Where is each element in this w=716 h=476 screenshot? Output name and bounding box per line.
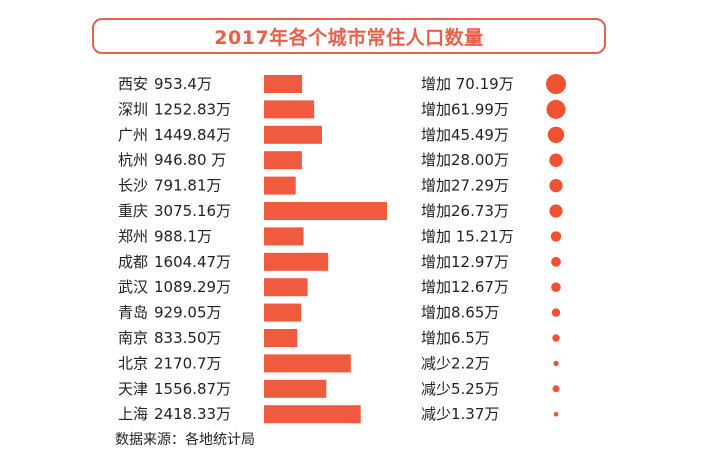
change-label: 增加6.5万 [421,329,490,347]
change-label: 增加45.49万 [421,126,509,144]
change-dot [551,308,561,317]
change-dot [552,334,560,342]
population-bar [264,329,298,347]
population-bar [264,354,351,373]
city-label: 上海 [118,405,148,423]
change-dot [553,360,559,366]
population-bar [264,125,322,144]
city-label: 重庆 [118,202,148,220]
change-label: 增加28.00万 [421,151,509,169]
city-label: 北京 [118,354,148,372]
title-box: 2017年各个城市常住人口数量 [92,18,606,54]
city-label: 杭州 [118,151,148,169]
change-dot [549,153,563,167]
population-label: 2418.33万 [154,405,231,423]
change-label: 增加61.99万 [421,100,509,118]
population-bar [264,278,308,297]
population-label: 929.05万 [154,304,222,322]
population-label: 3075.16万 [154,202,231,220]
change-label: 增加8.65万 [421,304,499,322]
change-dot [551,282,561,293]
city-label: 武汉 [118,278,148,296]
city-label: 广州 [118,126,148,144]
population-label: 1604.47万 [154,253,231,271]
population-label: 791.81万 [154,177,222,195]
change-label: 减少1.37万 [421,405,499,423]
change-label: 减少2.2万 [421,354,490,372]
city-label: 青岛 [118,304,148,322]
city-label: 深圳 [118,100,148,118]
population-label: 988.1万 [154,227,212,245]
change-label: 增加 15.21万 [421,227,514,245]
change-label: 增加 70.19万 [421,75,514,93]
change-label: 增加26.73万 [421,202,509,220]
chart-card [76,14,626,466]
change-dot [549,204,563,218]
population-bar [264,151,302,170]
change-label: 增加12.97万 [421,253,509,271]
chart-title: 2017年各个城市常住人口数量 [214,26,484,49]
population-label: 2170.7万 [154,354,222,372]
source-note: 数据来源：各地统计局 [115,432,255,448]
change-dot [550,231,562,242]
population-label: 833.50万 [154,329,222,347]
change-dot [547,126,565,143]
change-label: 减少5.25万 [421,380,499,398]
population-bar [264,202,387,220]
city-label: 长沙 [118,177,148,195]
population-label: 1449.84万 [154,126,231,144]
change-label: 增加27.29万 [421,177,509,195]
city-label: 成都 [118,253,148,271]
city-label: 天津 [118,380,148,398]
change-dot [546,74,566,94]
change-label: 增加12.67万 [421,278,509,296]
population-label: 946.80 万 [154,151,226,169]
population-bar [264,303,302,322]
change-dot [549,179,563,193]
population-label: 1252.83万 [154,100,231,118]
population-label: 953.4万 [154,75,212,93]
population-bar [264,405,361,424]
city-label: 郑州 [118,227,148,245]
population-bar [264,176,296,195]
change-dot [552,385,560,393]
change-dot [551,256,561,267]
population-bar [264,252,329,271]
population-bar [264,379,327,398]
change-dot [546,99,566,119]
city-label: 南京 [118,329,148,347]
change-dot [553,411,559,417]
population-bar [264,100,315,119]
city-label: 西安 [118,75,148,93]
population-label: 1089.29万 [154,278,231,296]
population-label: 1556.87万 [154,380,231,398]
population-bar [264,75,303,93]
population-bar [264,227,304,246]
